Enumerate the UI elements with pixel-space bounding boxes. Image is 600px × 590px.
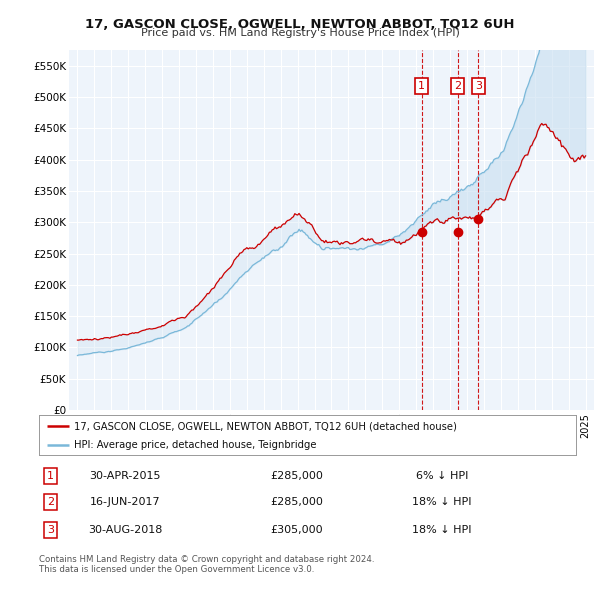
Text: HPI: Average price, detached house, Teignbridge: HPI: Average price, detached house, Teig… <box>74 440 316 450</box>
Text: 17, GASCON CLOSE, OGWELL, NEWTON ABBOT, TQ12 6UH: 17, GASCON CLOSE, OGWELL, NEWTON ABBOT, … <box>85 18 515 31</box>
Text: £285,000: £285,000 <box>271 497 323 507</box>
Text: 30-APR-2015: 30-APR-2015 <box>89 471 161 481</box>
Text: 30-AUG-2018: 30-AUG-2018 <box>88 525 162 535</box>
Text: 2: 2 <box>47 497 55 507</box>
Text: 1: 1 <box>418 81 425 91</box>
Text: 6% ↓ HPI: 6% ↓ HPI <box>416 471 468 481</box>
Text: 2: 2 <box>454 81 461 91</box>
Text: 1: 1 <box>47 471 55 481</box>
Text: 16-JUN-2017: 16-JUN-2017 <box>89 497 160 507</box>
Text: 3: 3 <box>47 525 55 535</box>
Text: Price paid vs. HM Land Registry's House Price Index (HPI): Price paid vs. HM Land Registry's House … <box>140 28 460 38</box>
Text: 18% ↓ HPI: 18% ↓ HPI <box>412 525 472 535</box>
Text: Contains HM Land Registry data © Crown copyright and database right 2024.: Contains HM Land Registry data © Crown c… <box>39 555 374 563</box>
Text: 18% ↓ HPI: 18% ↓ HPI <box>412 497 472 507</box>
Text: £305,000: £305,000 <box>271 525 323 535</box>
Text: £285,000: £285,000 <box>271 471 323 481</box>
Text: 3: 3 <box>475 81 482 91</box>
Text: This data is licensed under the Open Government Licence v3.0.: This data is licensed under the Open Gov… <box>39 565 314 574</box>
Text: 17, GASCON CLOSE, OGWELL, NEWTON ABBOT, TQ12 6UH (detached house): 17, GASCON CLOSE, OGWELL, NEWTON ABBOT, … <box>74 421 457 431</box>
